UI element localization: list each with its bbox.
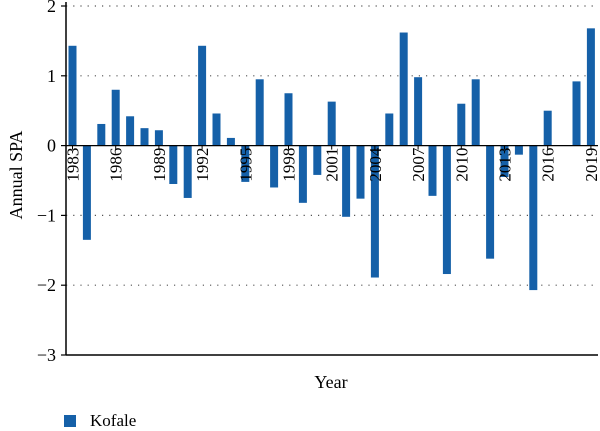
x-tick-label: 2004 [366, 147, 385, 182]
bar-2008 [428, 145, 437, 196]
bar-2018 [572, 81, 581, 146]
bar-1994 [226, 137, 235, 146]
x-tick-label: 2007 [409, 147, 428, 182]
bar-1983 [68, 45, 77, 146]
x-tick-label: 2013 [496, 148, 515, 182]
bar-2006 [399, 32, 408, 146]
bar-1989 [154, 130, 163, 146]
x-tick-label: 2016 [539, 148, 558, 182]
y-axis-label: Annual SPA [6, 131, 26, 220]
bar-2012 [486, 145, 495, 259]
y-tick-label: 2 [47, 0, 56, 16]
bar-2009 [442, 145, 451, 275]
bar-1984 [82, 145, 91, 240]
bar-2000 [313, 145, 322, 175]
bar-2013 [500, 145, 509, 178]
bar-1993 [212, 113, 221, 146]
x-tick-label: 2010 [452, 148, 471, 182]
x-tick-label: 2001 [323, 148, 342, 182]
bar-1998 [284, 93, 293, 146]
y-tick-labels: −3 −2 −1 0 1 2 [37, 0, 56, 365]
bar-2004 [370, 145, 379, 278]
x-tick-label: 2019 [582, 148, 600, 182]
bar-1997 [270, 145, 279, 188]
x-tick-label: 1998 [280, 148, 299, 182]
bar-2002 [342, 145, 351, 217]
bar-2019 [586, 28, 595, 146]
x-tick-label: 1995 [236, 148, 255, 182]
bar-1995 [241, 145, 250, 182]
bar-1986 [111, 89, 120, 146]
x-tick-label: 1989 [150, 148, 169, 182]
y-tick-label: 0 [47, 136, 56, 156]
bar-1988 [140, 128, 149, 146]
y-tick-label: −1 [37, 205, 56, 225]
legend: Kofale [64, 411, 136, 431]
bar-2016 [543, 110, 552, 146]
bar-1985 [97, 123, 106, 146]
bar-1999 [298, 145, 307, 203]
bar-2005 [385, 113, 394, 146]
bar-2007 [414, 77, 423, 146]
bar-2015 [529, 145, 538, 291]
bar-1990 [169, 145, 178, 184]
y-tick-label: −2 [37, 275, 56, 295]
bar-2010 [457, 103, 466, 146]
x-tick-label: 1986 [107, 148, 126, 182]
x-tick-labels: 1983 1986 1989 1992 1995 1998 2001 2004 2007 2010… [64, 145, 600, 182]
y-tick-label: −3 [37, 345, 56, 365]
x-tick-label: 1992 [193, 148, 212, 182]
bar-1991 [183, 145, 192, 198]
bar-2014 [514, 145, 523, 155]
bar-1992 [198, 45, 207, 146]
bar-2001 [327, 101, 336, 146]
legend-swatch-kofale [64, 415, 76, 427]
bars-group [68, 28, 595, 291]
x-axis-label: Year [314, 372, 347, 392]
x-tick-label: 1983 [64, 148, 83, 182]
bar-1996 [255, 79, 264, 146]
bar-2011 [471, 79, 480, 146]
bar-1987 [126, 116, 135, 146]
bar-2003 [356, 145, 365, 199]
legend-label-kofale: Kofale [90, 411, 137, 430]
y-tick-label: 1 [47, 66, 56, 86]
